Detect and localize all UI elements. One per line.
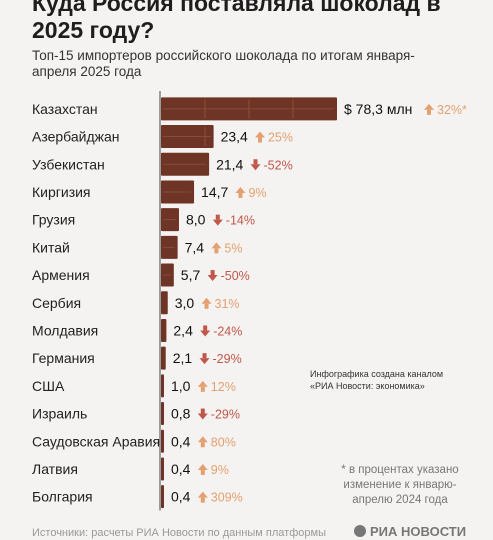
category-label: Китай — [32, 239, 70, 255]
bar — [161, 429, 164, 453]
category-label: Киргизия — [32, 184, 91, 200]
arrow-up-icon — [238, 192, 243, 198]
arrow-down-icon — [202, 353, 207, 359]
change-label: -14% — [226, 214, 255, 228]
arrow-up-icon — [197, 491, 208, 498]
value-label: 0,4 — [171, 433, 191, 449]
arrow-up-icon — [197, 436, 208, 443]
category-label: Болгария — [32, 489, 93, 505]
category-label: Армения — [32, 267, 90, 283]
value-label: $ 78,3 млн — [344, 101, 412, 117]
value-label: 1,0 — [171, 378, 191, 394]
ria-logo: РИА НОВОСТИ — [354, 524, 466, 539]
arrow-up-icon — [201, 297, 212, 304]
change-label: -29% — [213, 352, 242, 366]
value-label: 0,4 — [171, 489, 191, 505]
bar — [161, 374, 164, 398]
category-label: Сербия — [32, 295, 81, 311]
arrow-up-icon — [204, 303, 209, 309]
value-label: 0,8 — [171, 406, 191, 422]
arrow-down-icon — [215, 214, 220, 220]
arrow-up-icon — [200, 497, 205, 503]
value-label: 5,7 — [181, 267, 201, 283]
infographic-credit-note: Инфографика создана каналом «РИА Новости… — [310, 369, 444, 391]
value-label: 14,7 — [201, 184, 228, 200]
arrow-down-icon — [210, 270, 215, 276]
arrow-up-icon — [200, 386, 205, 392]
arrow-down-icon — [250, 164, 261, 171]
change-label: 80% — [211, 435, 236, 449]
category-label: Грузия — [32, 212, 75, 228]
arrow-down-icon — [200, 408, 205, 414]
change-label: 25% — [268, 131, 293, 145]
change-label: -50% — [221, 269, 250, 283]
category-label: Израиль — [32, 406, 87, 422]
value-label: 21,4 — [216, 156, 243, 172]
percent-footnote: * в процентах указано изменение к январю… — [341, 464, 459, 506]
arrow-down-icon — [200, 330, 211, 337]
value-label: 8,0 — [186, 212, 206, 228]
page-subtitle: Топ-15 импортеров российского шоколада п… — [32, 48, 415, 79]
change-label: 9% — [248, 186, 266, 200]
page-title: Куда Россия поставляла шоколад в 2025 го… — [32, 0, 441, 43]
value-label: 2,1 — [173, 350, 193, 366]
arrow-down-icon — [207, 275, 218, 282]
category-label: Германия — [32, 350, 95, 366]
change-label: 5% — [224, 241, 242, 255]
arrow-up-icon — [214, 248, 219, 254]
arrow-down-icon — [212, 219, 223, 226]
change-label: 309% — [211, 491, 243, 505]
arrow-up-icon — [197, 463, 208, 470]
arrow-down-icon — [203, 325, 208, 331]
arrow-up-icon — [197, 380, 208, 387]
arrow-up-icon — [235, 186, 246, 193]
arrow-up-icon — [211, 242, 222, 249]
arrow-down-icon — [253, 159, 258, 165]
ria-logo-text: РИА НОВОСТИ — [370, 524, 467, 539]
value-label: 7,4 — [185, 239, 205, 255]
arrow-down-icon — [199, 358, 210, 365]
category-label: Саудовская Аравия — [32, 433, 160, 449]
change-label: 12% — [211, 380, 236, 394]
change-label: 32%* — [437, 103, 467, 117]
change-label: 9% — [211, 463, 229, 477]
ria-logo-icon — [354, 525, 366, 537]
change-label: -24% — [213, 324, 242, 338]
category-label: Казахстан — [32, 101, 98, 117]
value-label: 0,4 — [171, 461, 191, 477]
sources-text: Источники: расчеты РИА Новости по данным… — [32, 527, 326, 539]
arrow-up-icon — [257, 137, 262, 143]
category-label: США — [32, 378, 65, 394]
category-label: Азербайджан — [32, 129, 120, 145]
arrow-up-icon — [200, 469, 205, 475]
bar — [161, 485, 164, 509]
arrow-down-icon — [197, 413, 208, 420]
change-label: -52% — [264, 158, 293, 172]
arrow-up-icon — [427, 109, 431, 115]
arrow-up-icon — [254, 131, 265, 138]
bar — [161, 291, 168, 315]
bar — [161, 318, 167, 342]
bar — [161, 457, 164, 481]
value-label: 23,4 — [221, 129, 248, 145]
bar — [161, 346, 166, 370]
category-label: Латвия — [32, 461, 78, 477]
bar — [161, 402, 164, 426]
category-label: Молдавия — [32, 322, 98, 338]
change-label: -29% — [211, 408, 240, 422]
arrow-up-icon — [200, 442, 205, 448]
value-label: 2,4 — [173, 322, 193, 338]
value-label: 3,0 — [175, 295, 195, 311]
change-label: 31% — [215, 297, 240, 311]
arrow-up-icon — [424, 103, 434, 110]
category-label: Узбекистан — [32, 156, 105, 172]
